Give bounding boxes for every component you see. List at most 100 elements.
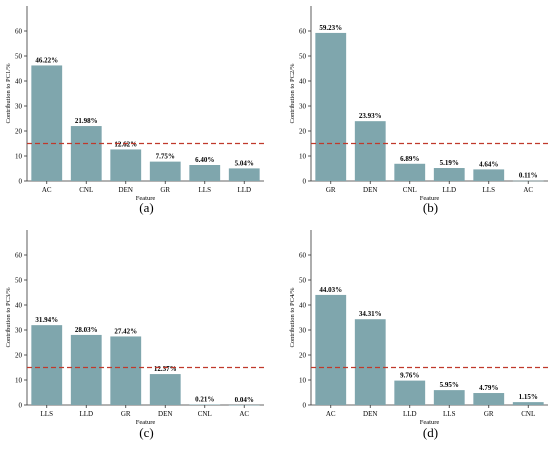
x-axis-title: Feature [420,419,440,426]
y-tick-label: 60 [15,252,23,260]
x-tick-label: CNL [521,410,535,418]
bar [354,319,386,405]
y-tick-label: 40 [299,78,307,86]
bar [394,163,426,181]
x-tick-label: GR [121,410,131,418]
y-tick-label: 30 [299,103,307,111]
y-axis-title: Contribution to PC1/% [5,63,12,124]
x-tick-label: LLD [442,186,456,194]
y-tick-label: 30 [15,103,23,111]
x-tick-label: LLS [199,186,212,194]
bar [110,149,142,181]
x-tick-label: GR [326,186,336,194]
x-tick-label: CNL [79,186,93,194]
x-tick-label: LLD [79,410,93,418]
y-tick-label: 40 [15,78,23,86]
bar [149,374,181,405]
bar [354,121,386,181]
data-label: 27.42% [114,327,137,335]
bar [70,334,102,405]
x-tick-label: GR [484,410,494,418]
data-label: 1.15% [519,393,538,401]
data-label: 4.79% [479,384,498,392]
bar [433,390,465,405]
bar [189,404,221,405]
bar [433,168,465,181]
data-label: 5.95% [440,381,459,389]
data-label: 28.03% [75,326,98,334]
x-tick-label: LLS [483,186,496,194]
bar [315,32,347,181]
bar [110,336,142,405]
y-tick-label: 10 [299,153,307,161]
y-tick-label: 0 [303,178,307,186]
panel-label: (a) [139,200,153,215]
chart-panel-3: 0 10 20 30 40 50 60 31.94% LLS 28.03% LLD 27.42% GR 1… [5,230,264,440]
data-label: 21.98% [75,117,98,125]
y-tick-label: 50 [15,53,23,61]
panel-label: (c) [139,425,153,440]
y-tick-label: 0 [19,178,23,186]
bar [189,165,221,181]
x-tick-label: DEN [119,186,133,194]
y-tick-label: 0 [303,402,307,410]
y-tick-label: 20 [299,128,307,136]
bar [512,402,544,405]
x-tick-label: AC [523,186,533,194]
x-axis-title: Feature [136,195,156,202]
y-tick-label: 20 [15,352,23,360]
y-tick-label: 50 [299,277,307,285]
y-tick-label: 0 [19,402,23,410]
data-label: 23.93% [359,112,382,120]
y-tick-label: 20 [299,352,307,360]
bar [149,161,181,181]
data-label: 6.40% [195,156,214,164]
bar [31,65,63,181]
x-tick-label: DEN [363,186,377,194]
x-tick-label: LLD [237,186,251,194]
data-label: 4.64% [479,160,498,168]
x-tick-label: LLD [403,410,417,418]
x-tick-label: AC [326,410,336,418]
data-label: 31.94% [35,316,58,324]
data-label: 12.62% [114,140,137,148]
y-axis-title: Contribution to PC4/% [289,287,296,348]
y-tick-label: 10 [15,377,23,385]
x-tick-label: CNL [198,410,212,418]
bar [228,168,260,181]
y-axis-title: Contribution to PC3/% [5,287,12,348]
x-tick-label: LLS [41,410,54,418]
data-label: 0.04% [235,396,254,404]
data-label: 44.03% [319,286,342,294]
y-tick-label: 60 [299,28,307,36]
bar [394,380,426,405]
y-tick-label: 50 [15,277,23,285]
panel-label: (d) [423,425,438,440]
x-tick-label: CNL [403,186,417,194]
data-label: 0.11% [519,172,538,180]
data-label: 7.75% [156,153,175,161]
y-tick-label: 10 [299,377,307,385]
y-tick-label: 60 [15,28,23,36]
bar [473,393,505,405]
data-label: 5.19% [440,159,459,167]
data-label: 9.76% [400,372,419,380]
data-label: 34.31% [359,310,382,318]
y-tick-label: 30 [299,327,307,335]
x-tick-label: DEN [363,410,377,418]
chart-panel-1: 0 10 20 30 40 50 60 46.22% AC 21.98% CNL 12.62% DEN 7… [5,6,264,215]
x-axis-title: Feature [420,195,440,202]
y-tick-label: 20 [15,128,23,136]
x-tick-label: AC [239,410,249,418]
y-tick-label: 60 [299,252,307,260]
x-tick-label: LLS [443,410,456,418]
bar [70,126,102,181]
bar [512,180,544,182]
x-tick-label: GR [160,186,170,194]
x-tick-label: AC [42,186,52,194]
y-tick-label: 30 [15,327,23,335]
y-axis-title: Contribution to PC2/% [289,63,296,124]
data-label: 46.22% [35,56,58,64]
x-axis-title: Feature [136,419,156,426]
